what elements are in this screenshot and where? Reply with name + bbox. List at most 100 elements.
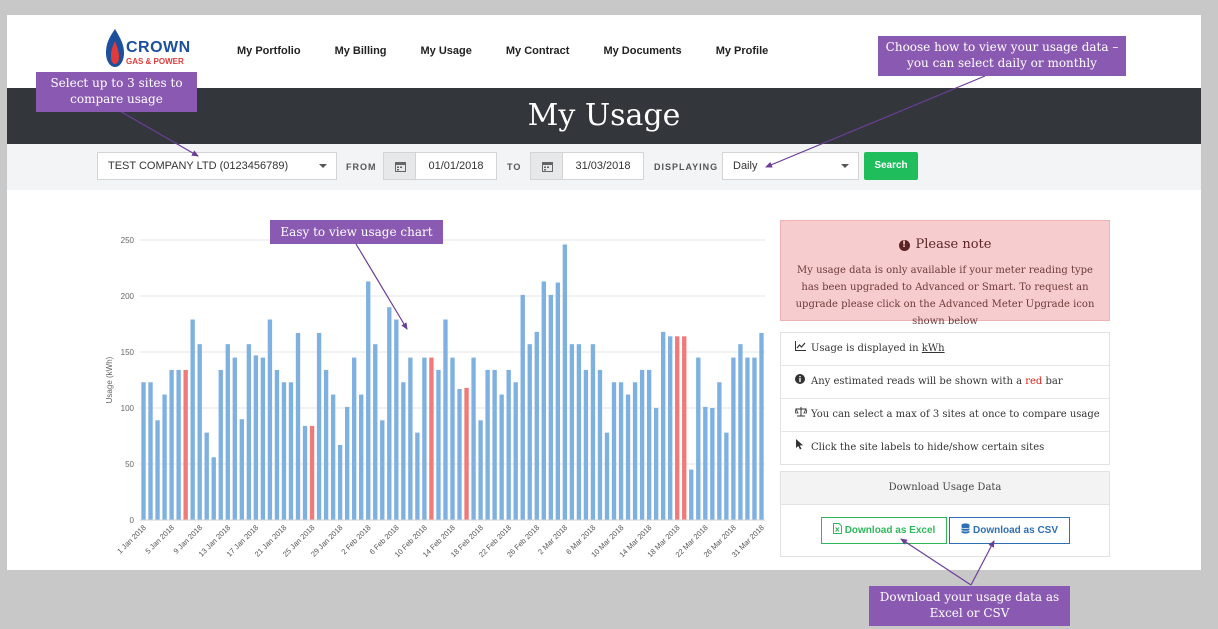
usage-bar (204, 432, 209, 520)
nav-my-documents[interactable]: My Documents (603, 45, 682, 57)
labels-text: Click the site labels to hide/show certa… (811, 442, 1045, 453)
usage-bar (653, 408, 659, 520)
y-tick-label: 50 (125, 460, 134, 469)
usage-bar (309, 425, 315, 520)
download-excel-label: Download as Excel (844, 525, 936, 536)
usage-bar (288, 382, 294, 520)
y-tick-label: 150 (121, 348, 135, 357)
usage-bar (225, 344, 230, 520)
search-button[interactable]: Search (864, 152, 918, 180)
usage-bar (576, 344, 582, 520)
usage-bar (611, 382, 617, 520)
info-circle-icon (795, 366, 807, 398)
nav-my-billing[interactable]: My Billing (334, 45, 387, 57)
annotation-view: Choose how to view your usage data – you… (878, 36, 1126, 76)
to-label: TO (507, 162, 522, 172)
x-tick-label: 5 Jan 2018 (143, 523, 176, 556)
download-title: Download Usage Data (781, 472, 1109, 505)
usage-bar (352, 357, 357, 520)
download-excel-button[interactable]: Download as Excel (821, 517, 947, 544)
usage-bar (625, 394, 631, 520)
displaying-select[interactable]: Daily (722, 152, 859, 180)
logo-subtitle: GAS & POWER (126, 57, 184, 66)
info-item-labels: Click the site labels to hide/show certa… (781, 432, 1109, 464)
usage-bar (717, 382, 722, 520)
usage-bar (660, 331, 666, 520)
usage-bar (148, 382, 153, 520)
usage-bar (513, 382, 518, 520)
displaying-label: DISPLAYING (654, 162, 719, 172)
info-item-kwh: Usage is displayed in kWh (781, 333, 1109, 366)
usage-bar (534, 331, 539, 520)
usage-bar (738, 344, 743, 520)
usage-bar (443, 319, 448, 520)
usage-bar (485, 369, 490, 520)
usage-bar (703, 406, 708, 520)
usage-bar (646, 369, 652, 520)
usage-bar (639, 369, 645, 520)
main-nav: My Portfolio My Billing My Usage My Cont… (237, 45, 802, 57)
usage-bar (555, 282, 561, 520)
to-calendar-button[interactable] (530, 152, 563, 180)
usage-bar (527, 344, 532, 520)
to-date-input[interactable]: 31/03/2018 (563, 152, 644, 180)
usage-bar (162, 394, 167, 520)
usage-bar (569, 344, 575, 520)
calendar-icon (542, 162, 553, 172)
from-label: FROM (346, 162, 377, 172)
kwh-text: Usage is displayed in (811, 343, 922, 354)
compare-text: You can select a max of 3 sites at once … (811, 409, 1100, 420)
usage-bar (380, 420, 385, 520)
usage-bar (590, 344, 596, 520)
note-text: My usage data is only available if your … (795, 265, 1095, 327)
usage-bar (583, 369, 589, 520)
usage-bar (295, 332, 301, 520)
usage-bar (359, 394, 364, 520)
usage-bar (337, 444, 343, 520)
usage-bar (506, 369, 511, 520)
usage-bar (682, 336, 687, 520)
usage-bar (548, 294, 553, 520)
usage-bar (274, 369, 280, 520)
usage-bar (232, 357, 237, 520)
calendar-icon (395, 162, 406, 172)
balance-scale-icon (794, 399, 808, 431)
annotation-sites: Select up to 3 sites to compare usage (36, 72, 197, 112)
from-calendar-button[interactable] (383, 152, 416, 180)
chevron-down-icon (841, 164, 849, 168)
estimated-text: Any estimated reads will be shown with a (811, 376, 1026, 387)
usage-bar (183, 369, 188, 520)
usage-bar (197, 344, 202, 520)
site-select-value: TEST COMPANY LTD (0123456789) (108, 160, 289, 172)
usage-bar (562, 244, 568, 521)
usage-bar (492, 369, 497, 520)
nav-my-profile[interactable]: My Profile (715, 45, 769, 57)
nav-my-contract[interactable]: My Contract (505, 45, 570, 57)
page-banner: My Usage (7, 88, 1201, 144)
usage-bar (597, 369, 603, 520)
chevron-down-icon (319, 164, 327, 168)
usage-bar (689, 469, 694, 520)
usage-bar (141, 382, 146, 520)
crown-logo[interactable]: CROWN GAS & POWER (104, 27, 194, 75)
usage-bar (752, 357, 757, 520)
nav-my-usage[interactable]: My Usage (420, 45, 472, 57)
usage-bar (618, 382, 624, 520)
site-select[interactable]: TEST COMPANY LTD (0123456789) (97, 152, 337, 180)
please-note-box: ! Please note My usage data is only avail… (780, 220, 1110, 327)
usage-bar (471, 357, 476, 520)
usage-bar (401, 382, 406, 520)
kwh-unit: kWh (921, 343, 945, 354)
usage-bar (211, 457, 216, 520)
usage-bar (422, 357, 427, 520)
download-csv-button[interactable]: Download as CSV (949, 517, 1070, 544)
usage-bar (499, 394, 504, 520)
y-axis-label: Usage (kWh) (105, 356, 114, 403)
note-title-row: ! Please note (781, 237, 1109, 252)
nav-my-portfolio[interactable]: My Portfolio (237, 45, 301, 57)
cursor-icon (795, 432, 807, 464)
usage-bar (450, 357, 455, 520)
from-date-input[interactable]: 01/01/2018 (416, 152, 497, 180)
download-box: Download Usage Data Download as Excel Do… (780, 471, 1110, 557)
page-title: My Usage (527, 98, 681, 133)
